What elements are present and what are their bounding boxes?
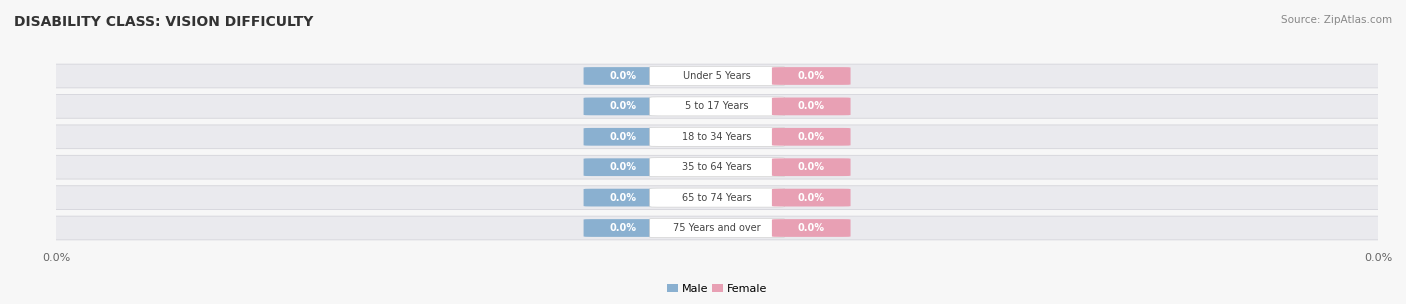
- Text: 65 to 74 Years: 65 to 74 Years: [682, 193, 752, 202]
- Text: 0.0%: 0.0%: [797, 162, 825, 172]
- FancyBboxPatch shape: [772, 219, 851, 237]
- FancyBboxPatch shape: [583, 219, 662, 237]
- FancyBboxPatch shape: [772, 158, 851, 176]
- FancyBboxPatch shape: [44, 186, 1391, 209]
- FancyBboxPatch shape: [772, 189, 851, 206]
- FancyBboxPatch shape: [583, 67, 662, 85]
- FancyBboxPatch shape: [44, 155, 1391, 179]
- Text: 0.0%: 0.0%: [609, 102, 637, 111]
- Text: 0.0%: 0.0%: [797, 223, 825, 233]
- FancyBboxPatch shape: [583, 189, 662, 206]
- Text: 0.0%: 0.0%: [609, 71, 637, 81]
- FancyBboxPatch shape: [650, 67, 785, 85]
- Text: Source: ZipAtlas.com: Source: ZipAtlas.com: [1281, 15, 1392, 25]
- Text: 0.0%: 0.0%: [609, 193, 637, 202]
- Text: 35 to 64 Years: 35 to 64 Years: [682, 162, 752, 172]
- FancyBboxPatch shape: [650, 188, 785, 207]
- Text: 18 to 34 Years: 18 to 34 Years: [682, 132, 752, 142]
- FancyBboxPatch shape: [44, 64, 1391, 88]
- Text: 0.0%: 0.0%: [797, 193, 825, 202]
- FancyBboxPatch shape: [583, 128, 662, 146]
- Legend: Male, Female: Male, Female: [662, 279, 772, 298]
- FancyBboxPatch shape: [772, 128, 851, 146]
- FancyBboxPatch shape: [650, 97, 785, 116]
- FancyBboxPatch shape: [44, 125, 1391, 149]
- Text: 0.0%: 0.0%: [609, 162, 637, 172]
- FancyBboxPatch shape: [772, 98, 851, 115]
- Text: 75 Years and over: 75 Years and over: [673, 223, 761, 233]
- Text: 0.0%: 0.0%: [609, 132, 637, 142]
- FancyBboxPatch shape: [772, 67, 851, 85]
- FancyBboxPatch shape: [650, 219, 785, 237]
- FancyBboxPatch shape: [583, 158, 662, 176]
- Text: 0.0%: 0.0%: [609, 223, 637, 233]
- FancyBboxPatch shape: [650, 127, 785, 146]
- FancyBboxPatch shape: [583, 98, 662, 115]
- Text: 0.0%: 0.0%: [797, 102, 825, 111]
- Text: DISABILITY CLASS: VISION DIFFICULTY: DISABILITY CLASS: VISION DIFFICULTY: [14, 15, 314, 29]
- Text: 0.0%: 0.0%: [797, 71, 825, 81]
- Text: 0.0%: 0.0%: [797, 132, 825, 142]
- FancyBboxPatch shape: [44, 95, 1391, 118]
- Text: 5 to 17 Years: 5 to 17 Years: [685, 102, 749, 111]
- FancyBboxPatch shape: [44, 216, 1391, 240]
- FancyBboxPatch shape: [650, 158, 785, 177]
- Text: Under 5 Years: Under 5 Years: [683, 71, 751, 81]
